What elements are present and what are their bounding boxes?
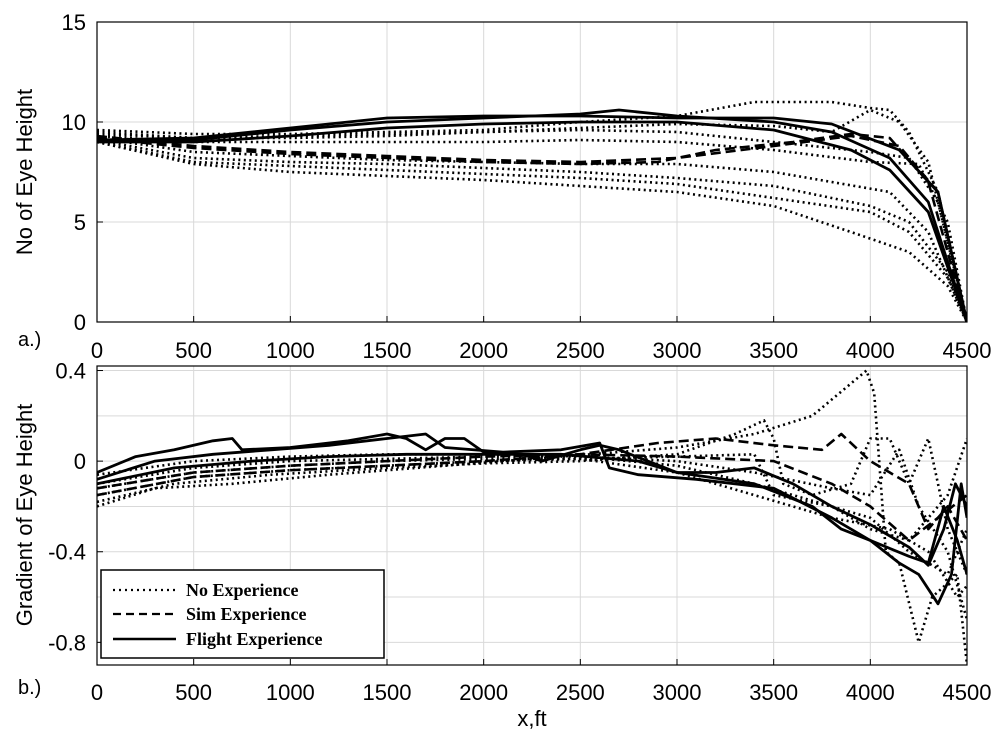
series-a-solid-12 [97,120,967,322]
y-tick-label-b-1: 0 [74,449,86,474]
series-a-dotted-7 [97,140,967,322]
x-tick-label-b-4: 2000 [459,680,508,705]
x-tick-label-b-6: 3000 [653,680,702,705]
legend-box [100,569,385,659]
series-group-b [97,369,967,665]
series-a-dotted-5 [97,138,967,322]
x-tick-label-b-3: 1500 [363,680,412,705]
x-tick-label-a-7: 3500 [749,338,798,363]
x-tick-label-a-6: 3000 [653,338,702,363]
series-b-solid-9 [97,432,967,575]
x-tick-label-b-5: 2500 [556,680,605,705]
x-tick-label-b-8: 4000 [846,680,895,705]
x-tick-label-a-0: 0 [91,338,103,363]
legend-label-flight-experience: Flight Experience [186,629,322,649]
series-a-dashed-9 [97,134,967,322]
x-tick-label-a-3: 1500 [363,338,412,363]
x-tick-label-a-2: 1000 [266,338,315,363]
y-tick-label-b-0: 0.4 [55,359,86,384]
y-axis-label-b: Gradient of Eye Height [12,404,37,627]
x-tick-label-a-4: 2000 [459,338,508,363]
x-tick-label-b-9: 4500 [943,680,992,705]
x-tick-label-a-8: 4000 [846,338,895,363]
x-tick-label-a-5: 2500 [556,338,605,363]
legend-label-sim-experience: Sim Experience [186,604,306,624]
series-b-dotted-3 [97,457,967,599]
x-tick-label-b-2: 1000 [266,680,315,705]
x-tick-label-b-7: 3500 [749,680,798,705]
series-b-dotted-1 [97,419,967,575]
series-a-dotted-6 [97,140,967,322]
x-tick-label-a-1: 500 [175,338,212,363]
series-b-dashed-7 [97,453,967,542]
y-tick-label-a-3: 15 [62,10,86,35]
y-tick-label-b-2: -0.4 [48,540,86,565]
legend-label-no-experience: No Experience [186,580,298,600]
y-tick-label-b-3: -0.8 [48,630,86,655]
series-a-solid-11 [97,114,967,322]
series-a-dotted-3 [97,134,967,322]
series-b-solid-10 [97,452,967,567]
series-group-a [97,100,967,322]
x-tick-label-b-0: 0 [91,680,103,705]
series-b-dotted-5 [97,448,967,621]
x-axis-label-b: x,ft [517,706,546,731]
panel-b-label: b.) [18,677,41,699]
series-b-dashed-6 [97,432,967,542]
y-axis-label-a: No of Eye Height [12,89,37,255]
y-tick-label-a-1: 5 [74,210,86,235]
x-tick-label-a-9: 4500 [943,338,992,363]
series-a-dotted-1 [97,108,967,322]
panel-a: 0 500 1000 1500 2000 2500 3000 3500 4000 4500 0 5 10… [12,10,991,363]
y-tick-label-a-0: 0 [74,310,86,335]
axes-frame-a [96,21,968,323]
x-tick-label-b-1: 500 [175,680,212,705]
panel-b: 0 500 1000 1500 2000 2500 3000 3500 4000 4500 0.4 0… [12,359,991,731]
series-a-dashed-8 [97,132,967,322]
y-tick-label-a-2: 10 [62,110,86,135]
series-a-solid-10 [97,108,967,322]
axes-frame-b [96,365,968,666]
panel-a-label: a.) [18,329,41,351]
series-b-solid-8 [97,432,967,606]
series-b-dotted-2 [97,438,967,542]
legend: No Experience Sim Experience Flight Expe… [100,569,385,659]
